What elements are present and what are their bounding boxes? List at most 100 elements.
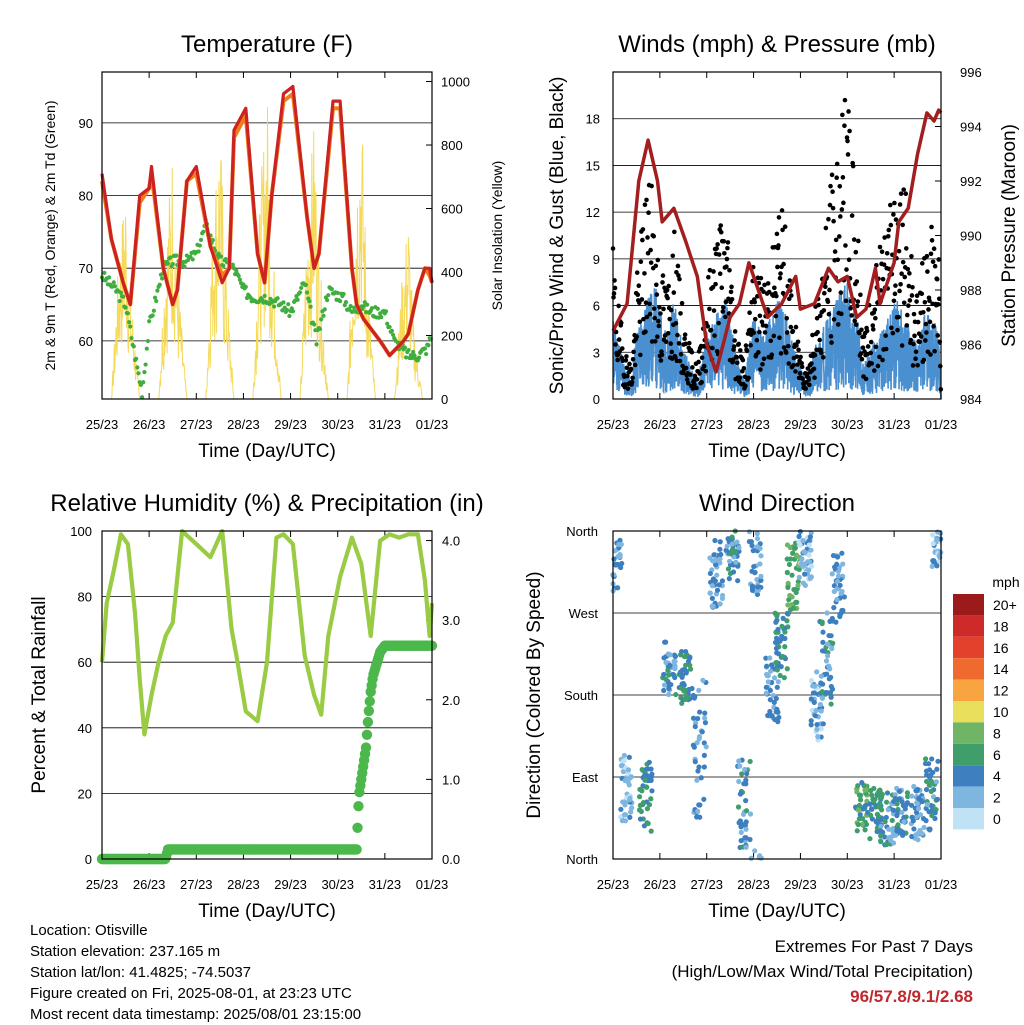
direction-dot: [694, 814, 700, 820]
direction-dot: [736, 820, 742, 826]
direction-dot: [764, 663, 770, 669]
winds-gust-dot: [645, 235, 650, 240]
direction-dot: [775, 679, 781, 685]
direction-dot: [662, 639, 669, 645]
winds-gust-dot: [843, 298, 849, 304]
direction-legend-title: mph: [992, 574, 1019, 590]
winds-gust-dot: [807, 382, 812, 388]
direction-dot: [754, 544, 760, 550]
temperature-dewpoint-dot: [299, 285, 304, 290]
winds-ytick-right-label: 996: [960, 65, 982, 80]
direction-dot: [838, 590, 844, 597]
winds-gust-dot: [652, 315, 658, 321]
winds-gust-dot: [892, 291, 898, 297]
direction-dot: [800, 563, 807, 569]
winds-gust-dot: [671, 290, 677, 295]
direction-dot: [935, 758, 941, 764]
temperature-dewpoint-dot: [406, 347, 411, 353]
direction-dot: [718, 551, 724, 558]
winds-gust-dot: [937, 363, 943, 369]
direction-dot: [786, 561, 793, 568]
winds-gust-dot: [663, 339, 669, 345]
direction-dot: [929, 563, 935, 569]
winds-gust-dot: [677, 358, 683, 364]
temperature-dewpoint-dot: [142, 370, 147, 375]
winds-gust-dot: [705, 324, 711, 329]
direction-dot: [746, 529, 753, 535]
direction-dot: [696, 733, 703, 740]
winds-gust-dot: [910, 363, 916, 368]
direction-dot: [934, 536, 940, 543]
winds-gust-dot: [712, 333, 717, 338]
direction-dot: [927, 774, 933, 780]
winds-gust-dot: [849, 313, 854, 318]
temperature-dewpoint-dot: [307, 299, 312, 304]
direction-dot: [814, 669, 820, 675]
winds-gust-dot: [737, 375, 743, 381]
direction-dot: [619, 818, 626, 824]
direction-dot: [737, 763, 743, 769]
temperature-ytick-right-label: 200: [441, 329, 463, 344]
temperature-dewpoint-dot: [170, 261, 175, 267]
winds-gust-dot: [756, 350, 761, 355]
direction-dot: [813, 707, 819, 714]
humidity-ytick-right-label: 4.0: [442, 534, 460, 549]
temperature-dewpoint-dot: [223, 257, 228, 262]
temperature-dewpoint-dot: [139, 395, 145, 400]
winds-gust-dot: [888, 202, 893, 208]
direction-dot: [703, 744, 709, 750]
winds-gust-dot: [647, 311, 653, 317]
direction-dot: [712, 562, 719, 568]
direction-dot: [617, 537, 623, 543]
direction-dot: [774, 613, 780, 619]
winds-gust-dot: [828, 183, 833, 189]
winds-gust-dot: [778, 351, 784, 356]
winds-gust-dot: [842, 123, 847, 129]
winds-gust-dot: [858, 351, 864, 356]
extremes-title: Extremes For Past 7 Days: [774, 937, 973, 956]
temperature-dewpoint-dot: [188, 254, 193, 259]
direction-dot: [619, 560, 625, 567]
winds-gust-dot: [853, 249, 859, 255]
temperature-dewpoint-dot: [182, 264, 187, 269]
direction-dot: [831, 605, 837, 611]
temperature-dewpoint-dot: [343, 299, 349, 305]
humidity-xtick-label: 30/23: [321, 877, 354, 892]
direction-dot: [807, 534, 813, 540]
direction-dot: [859, 815, 866, 822]
direction-dot: [673, 691, 679, 698]
direction-dot: [908, 802, 915, 808]
temperature-dewpoint-dot: [127, 320, 132, 325]
direction-dot: [919, 798, 926, 805]
winds-gust-dot: [899, 343, 905, 348]
direction-dot: [785, 611, 791, 617]
direction-dot: [767, 655, 773, 661]
direction-dot: [862, 827, 868, 833]
temperature-dewpoint-dot: [402, 345, 407, 350]
direction-dot: [771, 675, 778, 681]
direction-dot: [869, 792, 875, 798]
winds-xtick-label: 28/23: [737, 417, 770, 432]
temperature-dewpoint-dot: [424, 351, 429, 357]
direction-dot: [661, 671, 667, 678]
winds-gust-dot: [714, 246, 719, 251]
winds-gust-dot: [875, 363, 881, 369]
direction-dot: [621, 812, 628, 818]
direction-xtick-label: 29/23: [784, 877, 817, 892]
direction-dot: [666, 672, 672, 678]
direction-dot: [808, 530, 814, 536]
direction-dot: [790, 550, 796, 556]
winds-gust-dot: [774, 293, 779, 299]
direction-dot: [786, 597, 792, 603]
direction-dot: [784, 569, 790, 576]
temperature-dewpoint-dot: [118, 290, 123, 295]
winds-gust-dot: [873, 344, 879, 350]
winds-gust-dot: [630, 375, 635, 381]
direction-dot: [824, 653, 831, 659]
direction-legend-swatch: [953, 615, 984, 637]
direction-dot: [743, 798, 749, 804]
direction-dot: [681, 688, 687, 694]
temperature-dewpoint-dot: [131, 344, 136, 349]
temperature-dewpoint-dot: [317, 326, 323, 332]
direction-dot: [667, 662, 673, 669]
